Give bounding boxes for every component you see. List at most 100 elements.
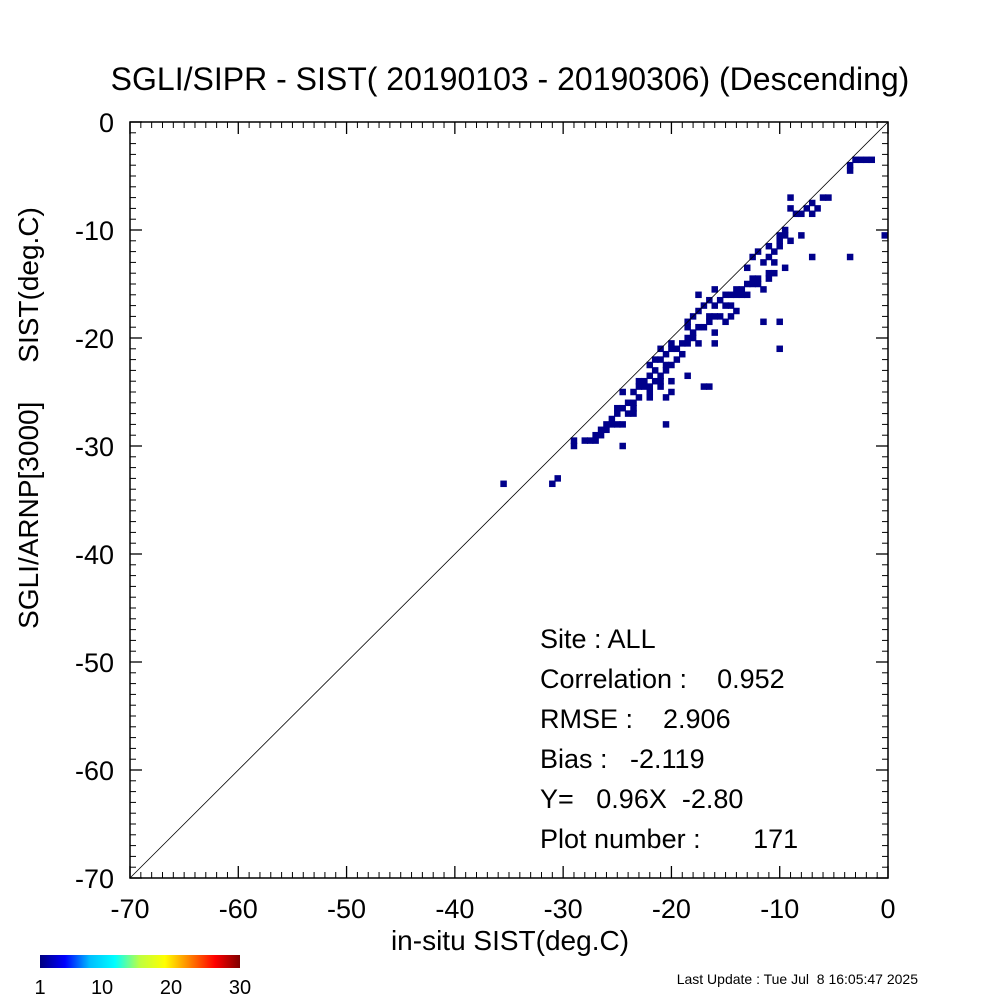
data-cell — [554, 475, 561, 482]
data-cell — [635, 377, 643, 385]
data-cell — [852, 156, 859, 164]
data-cell — [776, 242, 783, 250]
x-tick-label: -60 — [219, 894, 258, 924]
data-cell — [684, 340, 691, 347]
data-cell — [727, 313, 735, 320]
data-cell — [608, 421, 616, 428]
data-cell — [668, 377, 675, 385]
data-cell — [706, 313, 713, 320]
data-cell — [711, 302, 718, 309]
data-cell — [651, 356, 659, 363]
chart-title: SGLI/SIPR - SIST( 20190103 - 20190306) (… — [111, 61, 910, 97]
data-cell — [760, 318, 767, 326]
data-cell — [695, 291, 702, 299]
data-cell — [722, 291, 729, 299]
data-cell — [700, 383, 708, 390]
data-cell — [597, 426, 605, 434]
data-cell — [570, 437, 578, 444]
data-cell — [700, 323, 708, 331]
data-cell — [668, 388, 675, 396]
data-cell — [619, 421, 626, 428]
data-cell — [711, 340, 718, 347]
data-cell — [549, 480, 556, 488]
data-cell — [727, 291, 735, 299]
data-cell — [808, 199, 816, 207]
data-cell — [689, 329, 697, 336]
data-cell — [592, 437, 599, 444]
data-cell — [808, 253, 816, 261]
data-cell — [798, 232, 805, 239]
data-cell — [814, 205, 821, 212]
data-cell — [646, 361, 654, 369]
data-cell — [614, 410, 621, 417]
data-cell — [657, 372, 664, 380]
data-cell — [630, 410, 637, 417]
colorbar — [40, 955, 240, 968]
data-cell — [673, 356, 681, 363]
minor-ticks — [130, 122, 888, 878]
data-cell — [614, 421, 621, 428]
data-cell — [743, 291, 751, 299]
data-cell — [881, 232, 888, 239]
data-cell — [641, 383, 648, 390]
data-cell — [662, 367, 670, 374]
data-cell — [673, 345, 681, 353]
data-cell — [857, 156, 865, 164]
y-tick-label: -60 — [75, 756, 114, 786]
data-cell — [668, 345, 675, 353]
stat-line: Correlation : 0.952 — [540, 664, 785, 694]
data-cell — [624, 399, 632, 407]
data-cell — [668, 361, 675, 369]
y-tick-label: -50 — [75, 648, 114, 678]
data-cell — [787, 194, 794, 201]
data-cell — [706, 383, 713, 390]
data-cell — [581, 437, 589, 444]
data-cell — [614, 404, 621, 412]
data-cell — [846, 161, 854, 169]
data-cell — [743, 264, 751, 272]
x-tick-label: 0 — [880, 894, 895, 924]
data-cell — [716, 313, 724, 320]
data-cell — [586, 437, 594, 444]
data-cell — [630, 399, 637, 407]
y-tick-label: -40 — [75, 540, 114, 570]
data-cell — [733, 307, 740, 315]
y-tick-labels: 0 -10 -20 -30 -40 -50 -60 -70 — [75, 108, 114, 894]
stat-line: Site : ALL — [540, 624, 656, 654]
data-cell — [711, 286, 718, 293]
data-cell — [776, 345, 783, 353]
data-cell — [684, 372, 691, 380]
data-cell — [679, 340, 686, 347]
data-cell — [684, 334, 691, 342]
stats-block: Site : ALL Correlation : 0.952 RMSE : 2.90… — [540, 624, 798, 854]
colorbar-tick-label: 30 — [229, 977, 251, 999]
data-cell — [846, 253, 854, 261]
data-cell — [635, 394, 643, 401]
data-cell — [738, 286, 746, 293]
data-cell — [722, 318, 729, 326]
data-cell — [651, 367, 659, 374]
data-cell — [754, 280, 762, 288]
data-cell — [706, 318, 713, 326]
data-cell — [846, 167, 854, 174]
data-cell — [727, 302, 735, 309]
data-cell — [592, 431, 599, 439]
data-cell — [781, 232, 789, 239]
data-cell — [624, 410, 632, 417]
x-tick-labels: -70 -60 -50 -40 -30 -20 -10 0 — [110, 894, 895, 924]
data-cell — [819, 194, 827, 201]
data-cell — [630, 388, 637, 396]
data-cell — [684, 323, 691, 331]
y-tick-label: -20 — [75, 324, 114, 354]
y-tick-label: -70 — [75, 864, 114, 894]
data-cell — [662, 421, 670, 428]
data-cell — [603, 426, 610, 434]
data-cell — [743, 280, 751, 288]
data-cell — [863, 156, 870, 164]
data-cell — [781, 226, 789, 234]
data-cell — [765, 242, 773, 250]
data-cell — [570, 442, 578, 450]
stat-line: Bias : -2.119 — [540, 744, 705, 774]
data-cell — [603, 421, 610, 428]
stat-line: RMSE : 2.906 — [540, 704, 731, 734]
